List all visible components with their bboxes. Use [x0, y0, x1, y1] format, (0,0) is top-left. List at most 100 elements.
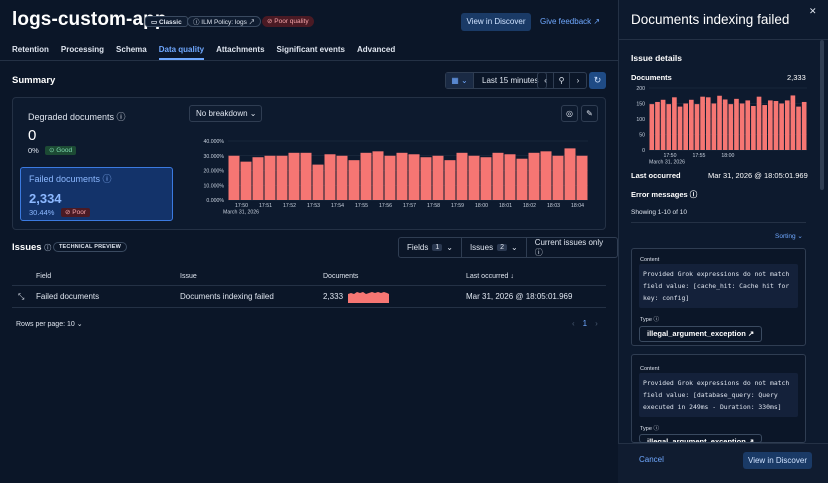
tab-schema[interactable]: Schema: [116, 45, 147, 54]
edit-icon[interactable]: ✎: [581, 105, 598, 122]
flyout-view-in-discover-button[interactable]: View in Discover: [743, 452, 812, 469]
bar: [762, 105, 767, 150]
x-tick-label: 18:00: [721, 153, 734, 159]
y-tick-label: 20.000%: [204, 169, 225, 175]
bar: [372, 151, 384, 200]
bar: [468, 155, 480, 200]
expand-icon[interactable]: ⤡: [18, 292, 25, 301]
bar: [734, 98, 739, 150]
x-tick-label: 18:04: [571, 203, 584, 209]
y-tick-label: 50: [639, 133, 645, 139]
error-content: Provided Grok expressions do not match f…: [639, 373, 798, 417]
error-type-link[interactable]: illegal_argument_exception ↗: [639, 326, 763, 342]
failed-documents-value: 2,334: [29, 191, 62, 206]
x-axis-date: March 31, 2026: [649, 159, 685, 164]
bar: [801, 101, 807, 150]
tab-data-quality[interactable]: Data quality: [158, 43, 205, 60]
bar: [300, 152, 312, 200]
bar: [384, 155, 396, 200]
bar: [666, 104, 672, 150]
bar: [683, 103, 688, 150]
bar: [700, 96, 705, 150]
cancel-button[interactable]: Cancel: [639, 455, 664, 464]
tab-significant-events[interactable]: Significant events: [276, 45, 345, 54]
view-in-discover-button[interactable]: View in Discover: [461, 13, 531, 31]
error-type-link[interactable]: illegal_argument_exception ↗: [639, 434, 763, 443]
rows-per-page-select[interactable]: Rows per page: 10 ⌄: [16, 321, 83, 328]
x-tick-label: 17:54: [331, 203, 344, 209]
column-issue: Issue: [180, 273, 197, 280]
poor-status-badge: ⊘ Poor: [61, 208, 90, 217]
bar: [336, 155, 348, 200]
bar: [739, 103, 745, 150]
row-issue: Documents indexing failed: [180, 292, 274, 301]
content-label: Content: [640, 257, 660, 263]
ilm-policy-badge[interactable]: ⓘ ILM Policy: logs ↗: [187, 16, 262, 27]
row-field: Failed documents: [36, 292, 100, 301]
failed-documents-label: Failed documents ⓘ: [29, 174, 112, 184]
tab-processing[interactable]: Processing: [60, 45, 105, 54]
compass-icon[interactable]: ◎: [561, 105, 578, 122]
bar: [672, 97, 677, 150]
bar: [705, 97, 711, 150]
bar: [779, 103, 784, 150]
failed-documents-percent: 30.44%: [29, 208, 55, 217]
x-tick-label: 17:57: [403, 203, 416, 209]
y-tick-label: 30.000%: [204, 154, 225, 160]
showing-count: Showing 1-10 of 10: [631, 209, 688, 216]
sorting-button[interactable]: Sorting ⌄: [775, 233, 803, 240]
refresh-icon[interactable]: ↻: [589, 72, 606, 89]
zoom-out-icon[interactable]: ⚲: [554, 73, 570, 88]
give-feedback-link[interactable]: Give feedback ↗: [540, 17, 601, 26]
calendar-icon[interactable]: ▦ ⌄: [446, 73, 474, 88]
page-number[interactable]: 1: [582, 319, 588, 328]
chevron-left-icon[interactable]: ‹: [572, 319, 575, 328]
bar: [504, 154, 516, 200]
bar: [264, 155, 276, 200]
content-label: Content: [640, 366, 660, 372]
x-tick-label: 17:56: [379, 203, 392, 209]
failed-documents-card[interactable]: [20, 167, 173, 221]
tab-attachments[interactable]: Attachments: [216, 45, 265, 54]
fields-filter[interactable]: Fields 1 ⌄: [399, 238, 462, 257]
breakdown-select[interactable]: No breakdown ⌄: [189, 105, 262, 122]
close-icon[interactable]: ✕: [809, 6, 817, 16]
bar: [677, 106, 683, 150]
bar: [745, 100, 751, 150]
flyout-scrollbar[interactable]: [820, 40, 824, 190]
degraded-documents-percent: 0%: [28, 146, 39, 155]
chevron-left-icon[interactable]: ‹: [538, 73, 554, 88]
column-field: Field: [36, 273, 52, 280]
main-app: logs-custom-app ▭ Classic ⓘ ILM Policy: …: [0, 9, 618, 328]
row-sparkline: [348, 292, 389, 303]
tab-advanced[interactable]: Advanced: [356, 45, 396, 54]
row-last-occurred: Mar 31, 2026 @ 18:05:01.969: [466, 292, 573, 301]
flyout-header-divider: [618, 39, 828, 40]
last-occurred-value: Mar 31, 2026 @ 18:05:01.969: [708, 171, 808, 180]
documents-label: Documents: [631, 73, 672, 82]
flyout-divider: [631, 222, 806, 223]
bar: [717, 95, 722, 150]
bar: [576, 155, 588, 200]
time-picker[interactable]: ▦ ⌄ Last 15 minutes: [445, 72, 548, 89]
y-tick-label: 0.000%: [206, 198, 224, 204]
issues-title: Issues ⓘ: [12, 242, 52, 253]
last-occurred-label: Last occurred: [631, 171, 681, 180]
type-label: Type ⓘ: [640, 426, 659, 432]
current-issues-toggle[interactable]: Current issues only ⓘ: [534, 237, 604, 257]
bar: [288, 152, 300, 200]
tab-retention[interactable]: Retention: [12, 45, 49, 54]
chevron-right-icon[interactable]: ›: [576, 76, 580, 85]
bar: [252, 157, 264, 200]
issue-filters: Fields 1 ⌄ Issues 2 ⌄ Current issues only ⓘ: [398, 237, 618, 258]
bar: [784, 100, 790, 150]
bar: [790, 95, 796, 150]
documents-value: 2,333: [787, 73, 806, 82]
issues-filter[interactable]: Issues 2 ⌄: [462, 238, 527, 257]
bar: [408, 154, 420, 200]
x-tick-label: 17:55: [692, 153, 705, 159]
y-tick-label: 100: [636, 117, 645, 123]
column-last-occurred[interactable]: Last occurred ↓: [466, 273, 514, 280]
chevron-right-icon[interactable]: ›: [595, 319, 598, 328]
time-range-label[interactable]: Last 15 minutes: [482, 76, 539, 85]
